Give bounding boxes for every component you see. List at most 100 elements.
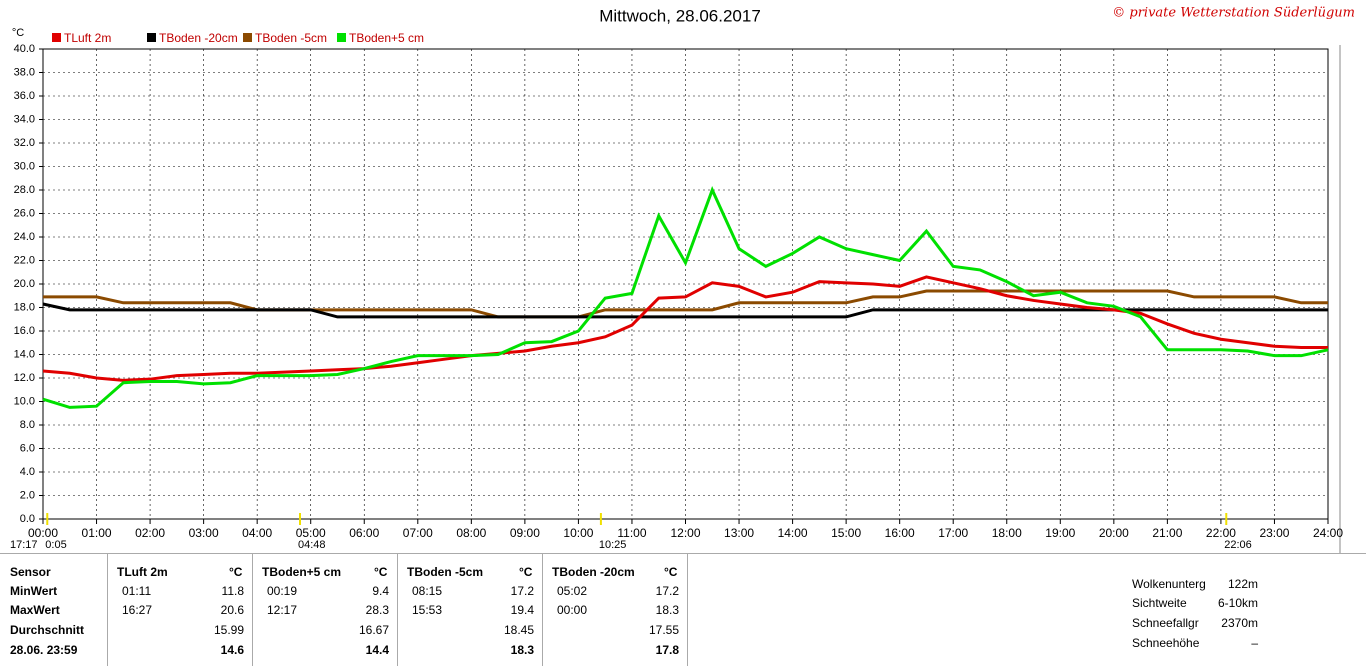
y-tick-label: 12.0 [14,372,35,384]
min-value: 17.2 [655,584,679,598]
x-tick-label: 13:00 [724,526,754,540]
row-label: 28.06. 23:59 [10,643,78,657]
y-tick-label: 24.0 [14,231,35,243]
column-unit: °C [229,565,243,579]
x-tick-label: 14:00 [778,526,808,540]
min-time: 01:11 [122,584,152,598]
y-tick-label: 0.0 [20,513,35,525]
table-border [0,553,1366,554]
y-tick-label: 20.0 [14,278,35,290]
x-tick-label: 02:00 [135,526,165,540]
x-tick-label: 19:00 [1045,526,1075,540]
y-tick-label: 26.0 [14,207,35,219]
x-tick-label: 15:00 [831,526,861,540]
current-value: 18.3 [510,643,534,657]
info-label: Schneefallgr [1132,616,1199,630]
max-value: 28.3 [365,603,389,617]
marker-label: 0:05 [45,539,66,551]
x-tick-label: 05:00 [296,526,326,540]
y-tick-label: 18.0 [14,301,35,313]
legend-label: TBoden+5 cm [349,31,424,45]
max-value: 18.3 [655,603,679,617]
min-value: 9.4 [372,584,389,598]
y-tick-label: 6.0 [20,442,35,454]
max-value: 20.6 [220,603,244,617]
row-label: MaxWert [10,603,60,617]
y-tick-label: 2.0 [20,489,35,501]
column-divider [252,553,253,666]
info-value: 2370m [1221,616,1258,630]
credit: © private Wetterstation Süderlügum [1112,6,1355,21]
row-label: Sensor [10,565,51,579]
legend-swatch [147,33,156,42]
series-line [42,186,1329,409]
max-value: 19.4 [510,603,534,617]
x-tick-label: 22:00 [1206,526,1236,540]
chart-title: Mittwoch, 28.06.2017 [599,6,761,25]
y-tick-label: 38.0 [14,66,35,78]
info-value: 6-10km [1217,596,1258,610]
info-label: Sichtweite [1132,596,1187,610]
column-name: TBoden -20cm [552,565,635,579]
y-tick-label: 34.0 [14,113,35,125]
y-tick-label: 32.0 [14,137,35,149]
info-value: – [1251,636,1258,650]
x-tick-label: 17:00 [938,526,968,540]
column-name: TBoden -5cm [407,565,484,579]
x-tick-label: 00:00 [28,526,58,540]
x-tick-label: 24:00 [1313,526,1343,540]
y-tick-label: 16.0 [14,325,35,337]
series-line [42,275,1328,382]
x-tick-label: 09:00 [510,526,540,540]
max-time: 00:00 [557,603,588,617]
max-time: 12:17 [267,603,298,617]
x-tick-label: 01:00 [82,526,112,540]
y-unit: °C [12,27,24,39]
info-value: 122m [1227,577,1258,591]
x-tick-label: 23:00 [1259,526,1289,540]
row-label: Durchschnitt [10,623,85,637]
avg-value: 18.45 [503,623,534,637]
x-tick-label: 18:00 [992,526,1022,540]
current-value: 14.6 [220,643,244,657]
x-tick-label: 11:00 [617,526,646,540]
max-time: 15:53 [412,603,443,617]
x-tick-label: 07:00 [403,526,433,540]
min-value: 17.2 [510,584,534,598]
row-label: MinWert [10,584,58,598]
column-name: TLuft 2m [117,565,168,579]
column-divider [397,553,398,666]
column-unit: °C [664,565,678,579]
x-tick-label: 08:00 [456,526,486,540]
min-time: 08:15 [412,584,443,598]
legend-label: TLuft 2m [64,31,111,45]
y-tick-label: 22.0 [14,254,35,266]
legend-label: TBoden -5cm [255,31,327,45]
legend-swatch [337,33,346,42]
y-tick-label: 10.0 [14,395,35,407]
legend-label: TBoden -20cm [159,31,238,45]
avg-value: 15.99 [213,623,244,637]
x-tick-label: 04:00 [242,526,272,540]
x-tick-label: 10:00 [563,526,593,540]
current-value: 17.8 [655,643,679,657]
avg-value: 17.55 [648,623,679,637]
marker-label: 10:25 [599,539,627,551]
min-time: 00:19 [267,584,298,598]
y-tick-label: 8.0 [20,419,35,431]
x-tick-label: 12:00 [670,526,700,540]
x-tick-label: 16:00 [885,526,915,540]
marker-label: 04:48 [298,539,326,551]
x-tick-label: 20:00 [1099,526,1129,540]
y-tick-label: 14.0 [14,348,35,360]
y-tick-label: 40.0 [14,43,35,55]
column-name: TBoden+5 cm [262,565,342,579]
x-tick-label: 06:00 [349,526,379,540]
y-tick-label: 30.0 [14,160,35,172]
legend-swatch [243,33,252,42]
y-tick-label: 28.0 [14,184,35,196]
max-time: 16:27 [122,603,153,617]
column-divider [542,553,543,666]
column-divider [687,553,688,666]
